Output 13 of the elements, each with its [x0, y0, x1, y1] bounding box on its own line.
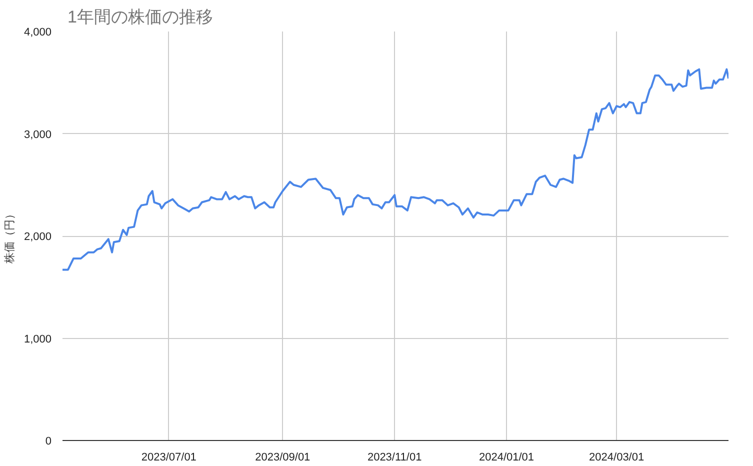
- y-tick-label: 0: [45, 436, 52, 448]
- line-series: [62, 68, 728, 271]
- x-tick-label: 2024/01/01: [478, 452, 534, 464]
- x-tick-label: 2023/09/01: [255, 452, 310, 464]
- chart-title: 1年間の株価の推移: [68, 8, 213, 26]
- x-tick-label: 2023/07/01: [141, 452, 196, 464]
- y-tick-label: 2,000: [24, 231, 52, 243]
- y-axis-title: 株価（円）: [2, 208, 16, 264]
- y-tick-label: 1,000: [24, 333, 52, 346]
- x-tick-label: 2023/11/01: [367, 452, 422, 464]
- x-tick-label: 2024/03/01: [589, 452, 644, 464]
- y-tick-label: 4,000: [24, 26, 52, 38]
- y-tick-label: 3,000: [24, 128, 52, 141]
